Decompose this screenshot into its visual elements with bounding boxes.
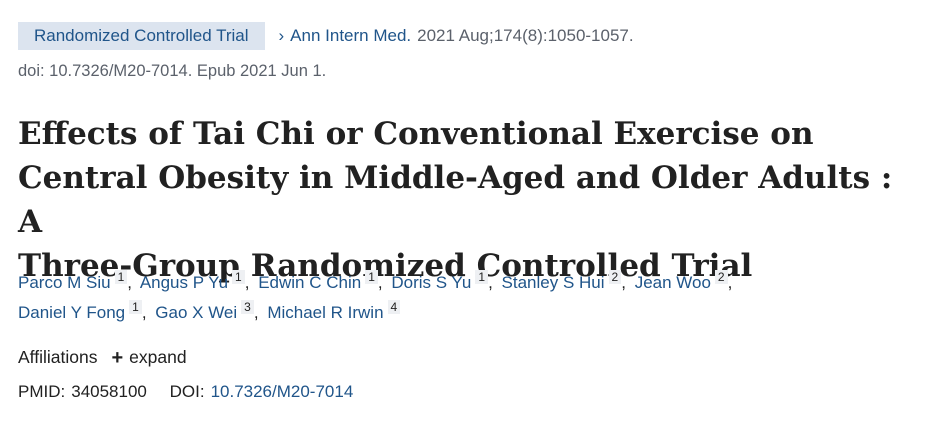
affiliation-number[interactable]: 4 [387,300,401,314]
title-line-2: Central Obesity in Middle-Aged and Older… [18,160,893,240]
author-link[interactable]: Stanley S Hui [501,273,605,292]
affiliations-label: Affiliations [18,347,98,367]
title-line-3: Three-Group Randomized Controlled Trial [18,248,753,284]
article-title: Effects of Tai Chi or Conventional Exerc… [18,112,918,288]
affiliations-row: Affiliations + expand [18,347,187,368]
journal-link[interactable]: Ann Intern Med. [290,26,412,45]
affiliation-number[interactable]: 2 [714,270,728,284]
affiliation-number[interactable]: 1 [129,300,142,314]
author-item: Gao X Wei 3 [155,300,254,322]
author-item: Jean Woo 2 [634,270,728,292]
doi-label: DOI: [169,382,205,401]
author-item: Michael R Irwin 4 [267,300,401,322]
author-link[interactable]: Angus P Yu [139,273,229,292]
author-item: Parco M Siu 1 [18,270,128,292]
journal-citation: 2021 Aug;174(8):1050-1057. [417,26,634,45]
doi-link[interactable]: 10.7326/M20-7014 [210,382,354,401]
affiliation-number[interactable]: 1 [475,270,489,284]
plus-icon: + [111,346,124,369]
expand-affiliations-button[interactable]: + expand [111,347,186,368]
author-item: Angus P Yu 1 [139,270,245,292]
affiliation-number[interactable]: 1 [365,270,378,284]
author-link[interactable]: Edwin C Chin [258,273,362,292]
affiliation-number[interactable]: 2 [608,270,622,284]
affiliation-number[interactable]: 1 [114,270,128,284]
affiliation-number[interactable]: 1 [232,270,245,284]
affiliation-number[interactable]: 3 [241,300,254,314]
author-link[interactable]: Doris S Yu [391,273,472,292]
author-link[interactable]: Daniel Y Fong [18,303,126,322]
author-link[interactable]: Michael R Irwin [267,303,384,322]
title-line-1: Effects of Tai Chi or Conventional Exerc… [18,116,814,152]
author-item: Doris S Yu 1 [391,270,489,292]
article-type-badge[interactable]: Randomized Controlled Trial [18,22,265,50]
citation-row: Randomized Controlled Trial › Ann Intern… [18,22,634,50]
author-item: Stanley S Hui 2 [501,270,622,292]
author-link[interactable]: Jean Woo [634,273,711,292]
doi-epub-line: doi: 10.7326/M20-7014. Epub 2021 Jun 1. [18,62,327,80]
chevron-right-icon: › [278,26,285,45]
identifiers-row: PMID: 34058100 DOI: 10.7326/M20-7014 [18,382,353,402]
author-item: Edwin C Chin 1 [258,270,378,292]
pmid-value: 34058100 [71,382,147,401]
expand-label: expand [129,347,187,367]
author-link[interactable]: Gao X Wei [155,303,238,322]
author-link[interactable]: Parco M Siu [18,273,111,292]
author-item: Daniel Y Fong 1 [18,300,142,322]
pmid-label: PMID: [18,382,66,401]
authors-list: Parco M Siu 1, Angus P Yu 1, Edwin C Chin 1… [18,270,733,322]
